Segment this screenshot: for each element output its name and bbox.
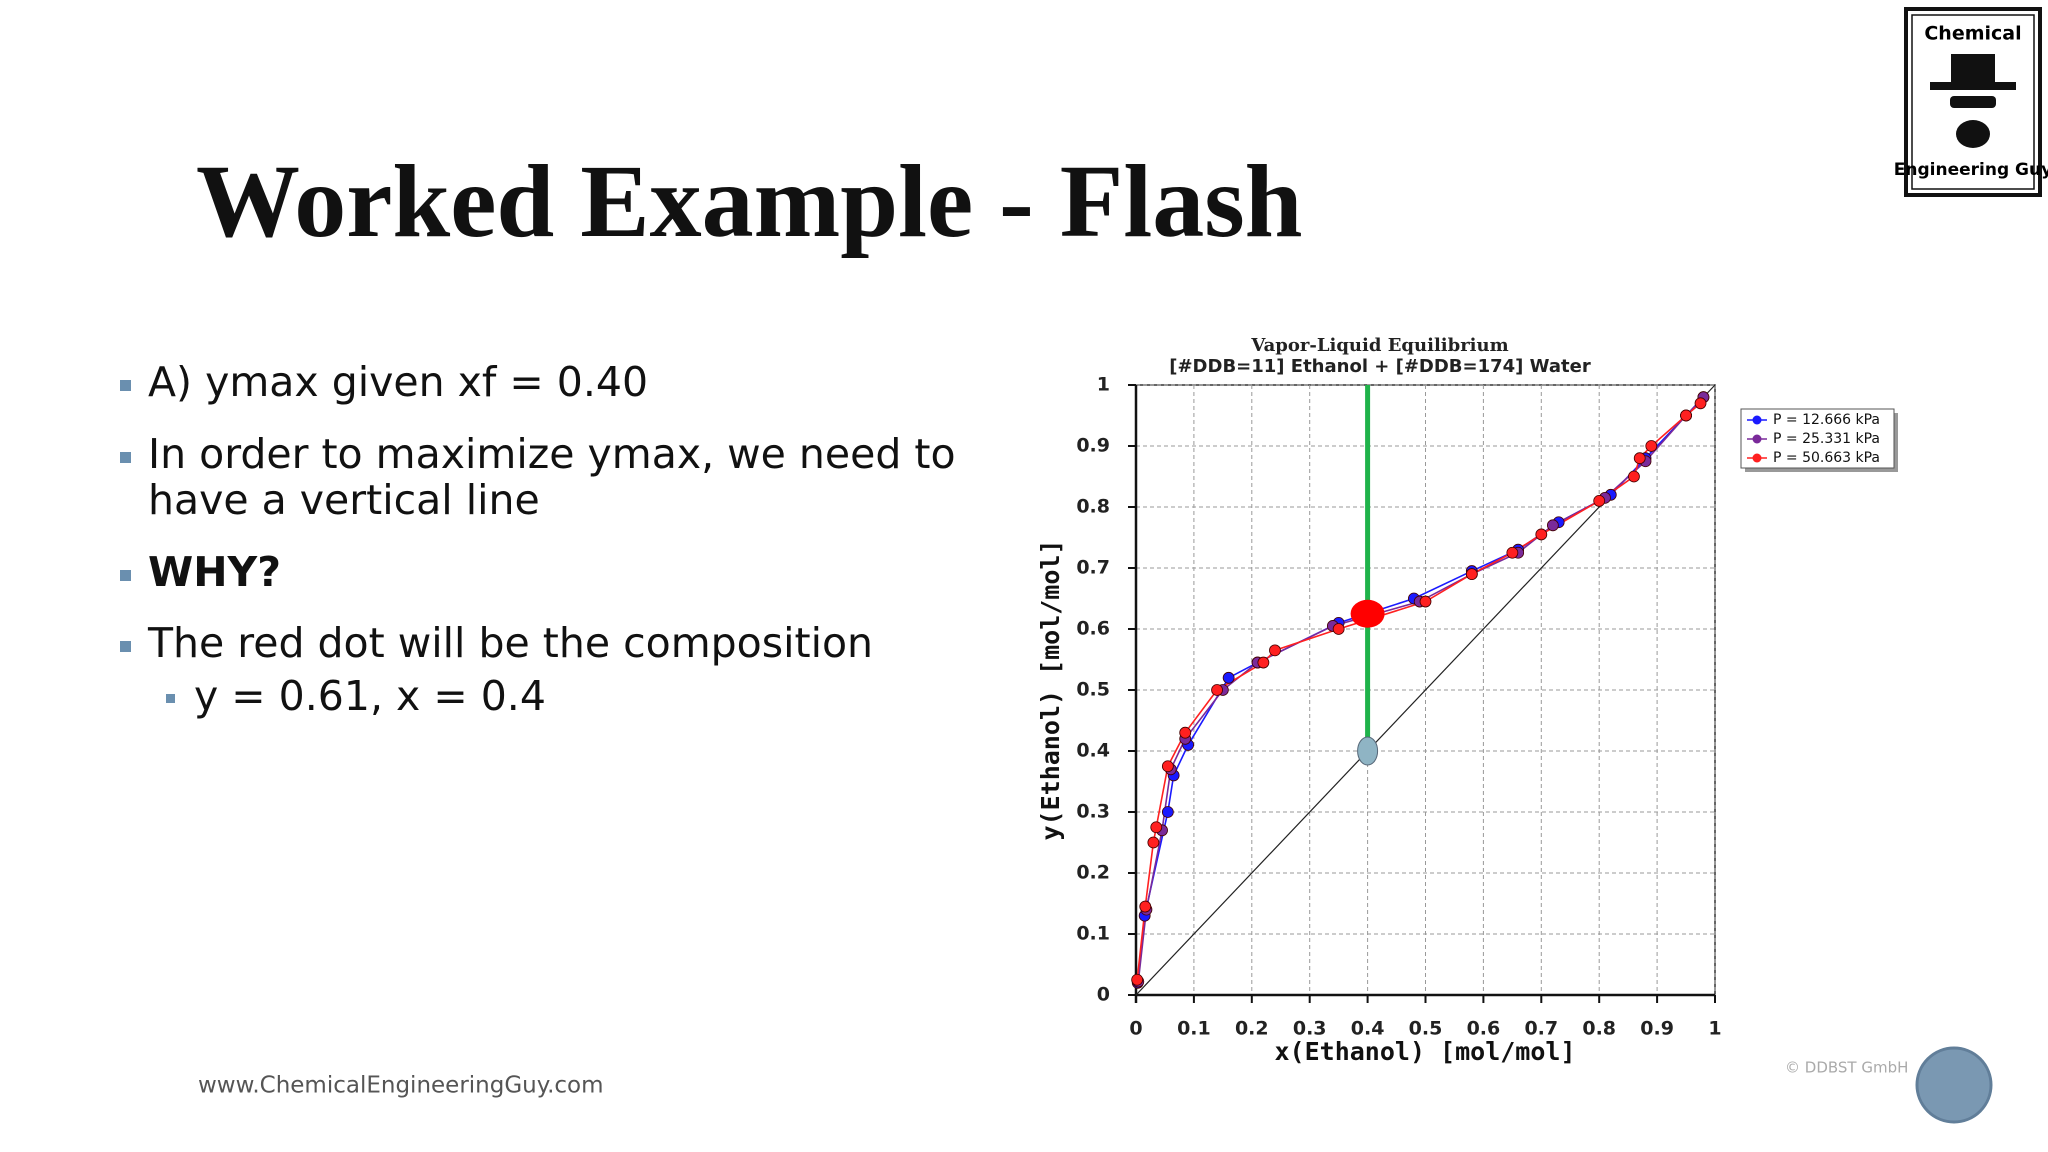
data-point bbox=[1419, 595, 1432, 608]
y-tick-label: 0.5 bbox=[1076, 679, 1110, 701]
data-point bbox=[1150, 821, 1163, 834]
data-point bbox=[1645, 440, 1658, 452]
data-point bbox=[1546, 519, 1559, 532]
slide-title: Worked Example - Flash bbox=[196, 144, 1303, 259]
y-tick-label: 0.2 bbox=[1076, 862, 1110, 884]
legend-label: P = 25.331 kPa bbox=[1773, 431, 1880, 447]
data-point bbox=[1161, 760, 1174, 773]
data-point bbox=[1633, 452, 1646, 465]
logo: Chemical Engineering Guy bbox=[1894, 7, 2048, 197]
legend-marker bbox=[1752, 415, 1762, 425]
logo-bottom: Engineering Guy bbox=[1894, 160, 2048, 180]
legend-marker bbox=[1752, 434, 1762, 444]
data-point bbox=[1465, 568, 1478, 580]
x-tick-label: 0.6 bbox=[1467, 1018, 1501, 1040]
legend-label: P = 12.666 kPa bbox=[1773, 412, 1880, 428]
y-axis-label: y(Ethanol) [mol/mol] bbox=[1036, 539, 1065, 840]
logo-top: Chemical bbox=[1924, 23, 2021, 45]
logo-glasses bbox=[1950, 96, 1996, 108]
data-point bbox=[1222, 671, 1235, 684]
credit: © DDBST GmbH bbox=[1785, 1059, 1908, 1077]
data-point bbox=[1628, 470, 1640, 483]
x-axis-label: x(Ethanol) [mol/mol] bbox=[1274, 1037, 1575, 1066]
logo-beard bbox=[1956, 120, 1990, 148]
bullet-marker bbox=[166, 694, 175, 703]
y-tick-label: 0.1 bbox=[1076, 923, 1110, 945]
data-point bbox=[1131, 973, 1144, 986]
x-tick-label: 0.1 bbox=[1177, 1018, 1211, 1040]
x-tick-label: 0.4 bbox=[1351, 1018, 1385, 1040]
logo-brim bbox=[1930, 82, 2016, 90]
data-point bbox=[1179, 726, 1192, 739]
x-tick-label: 0.2 bbox=[1235, 1018, 1269, 1040]
data-point bbox=[1332, 623, 1345, 635]
feed-point bbox=[1357, 736, 1379, 766]
chart-subtitle: [#DDB=11] Ethanol + [#DDB=174] Water bbox=[1169, 356, 1591, 377]
x-tick-label: 1 bbox=[1708, 1018, 1721, 1040]
data-point bbox=[1535, 528, 1548, 541]
logo-inner bbox=[1911, 14, 2035, 190]
legend-label: P = 50.663 kPa bbox=[1773, 450, 1880, 466]
y-tick-label: 1 bbox=[1097, 374, 1110, 396]
y-tick-label: 0.6 bbox=[1076, 618, 1110, 640]
bullet-marker bbox=[120, 452, 131, 463]
data-point bbox=[1139, 900, 1152, 913]
x-tick-label: 0.8 bbox=[1582, 1018, 1616, 1040]
data-point bbox=[1506, 546, 1519, 559]
bullet-text: A) ymax given xf = 0.40 bbox=[148, 358, 648, 406]
bullet-marker bbox=[120, 380, 131, 391]
data-point bbox=[1257, 656, 1270, 669]
footer: www.ChemicalEngineeringGuy.com bbox=[198, 1073, 604, 1099]
chart-title: Vapor-Liquid Equilibrium bbox=[1250, 335, 1508, 356]
bullet-text: y = 0.61, x = 0.4 bbox=[194, 672, 546, 720]
y-tick-label: 0.8 bbox=[1076, 496, 1110, 518]
y-tick-label: 0.4 bbox=[1076, 740, 1110, 762]
y-tick-label: 0.3 bbox=[1076, 801, 1110, 823]
bullet-text: have a vertical line bbox=[148, 476, 540, 524]
x-tick-label: 0.3 bbox=[1293, 1018, 1327, 1040]
data-point bbox=[1161, 806, 1174, 818]
ddbst-logo bbox=[1915, 1046, 1993, 1124]
y-tick-label: 0.9 bbox=[1076, 435, 1110, 457]
x-tick-label: 0.5 bbox=[1409, 1018, 1443, 1040]
y-tick-label: 0.7 bbox=[1076, 557, 1110, 579]
data-point bbox=[1694, 397, 1707, 410]
bullet-text: The red dot will be the composition bbox=[147, 619, 873, 667]
x-tick-label: 0.9 bbox=[1640, 1018, 1674, 1040]
data-point bbox=[1147, 836, 1160, 849]
bullet-text: WHY? bbox=[148, 548, 281, 596]
legend-marker bbox=[1752, 453, 1762, 463]
bullet-marker bbox=[120, 641, 131, 652]
data-point bbox=[1269, 644, 1281, 657]
data-point bbox=[1211, 684, 1223, 696]
logo-hat bbox=[1951, 54, 1995, 84]
x-tick-label: 0 bbox=[1129, 1018, 1142, 1040]
data-point bbox=[1593, 494, 1606, 507]
data-point bbox=[1680, 409, 1692, 422]
bullet-marker bbox=[120, 570, 131, 581]
bullet-text: In order to maximize ymax, we need to bbox=[148, 430, 956, 478]
y-tick-label: 0 bbox=[1097, 984, 1110, 1006]
operating-point bbox=[1350, 599, 1385, 628]
x-tick-label: 0.7 bbox=[1524, 1018, 1558, 1040]
